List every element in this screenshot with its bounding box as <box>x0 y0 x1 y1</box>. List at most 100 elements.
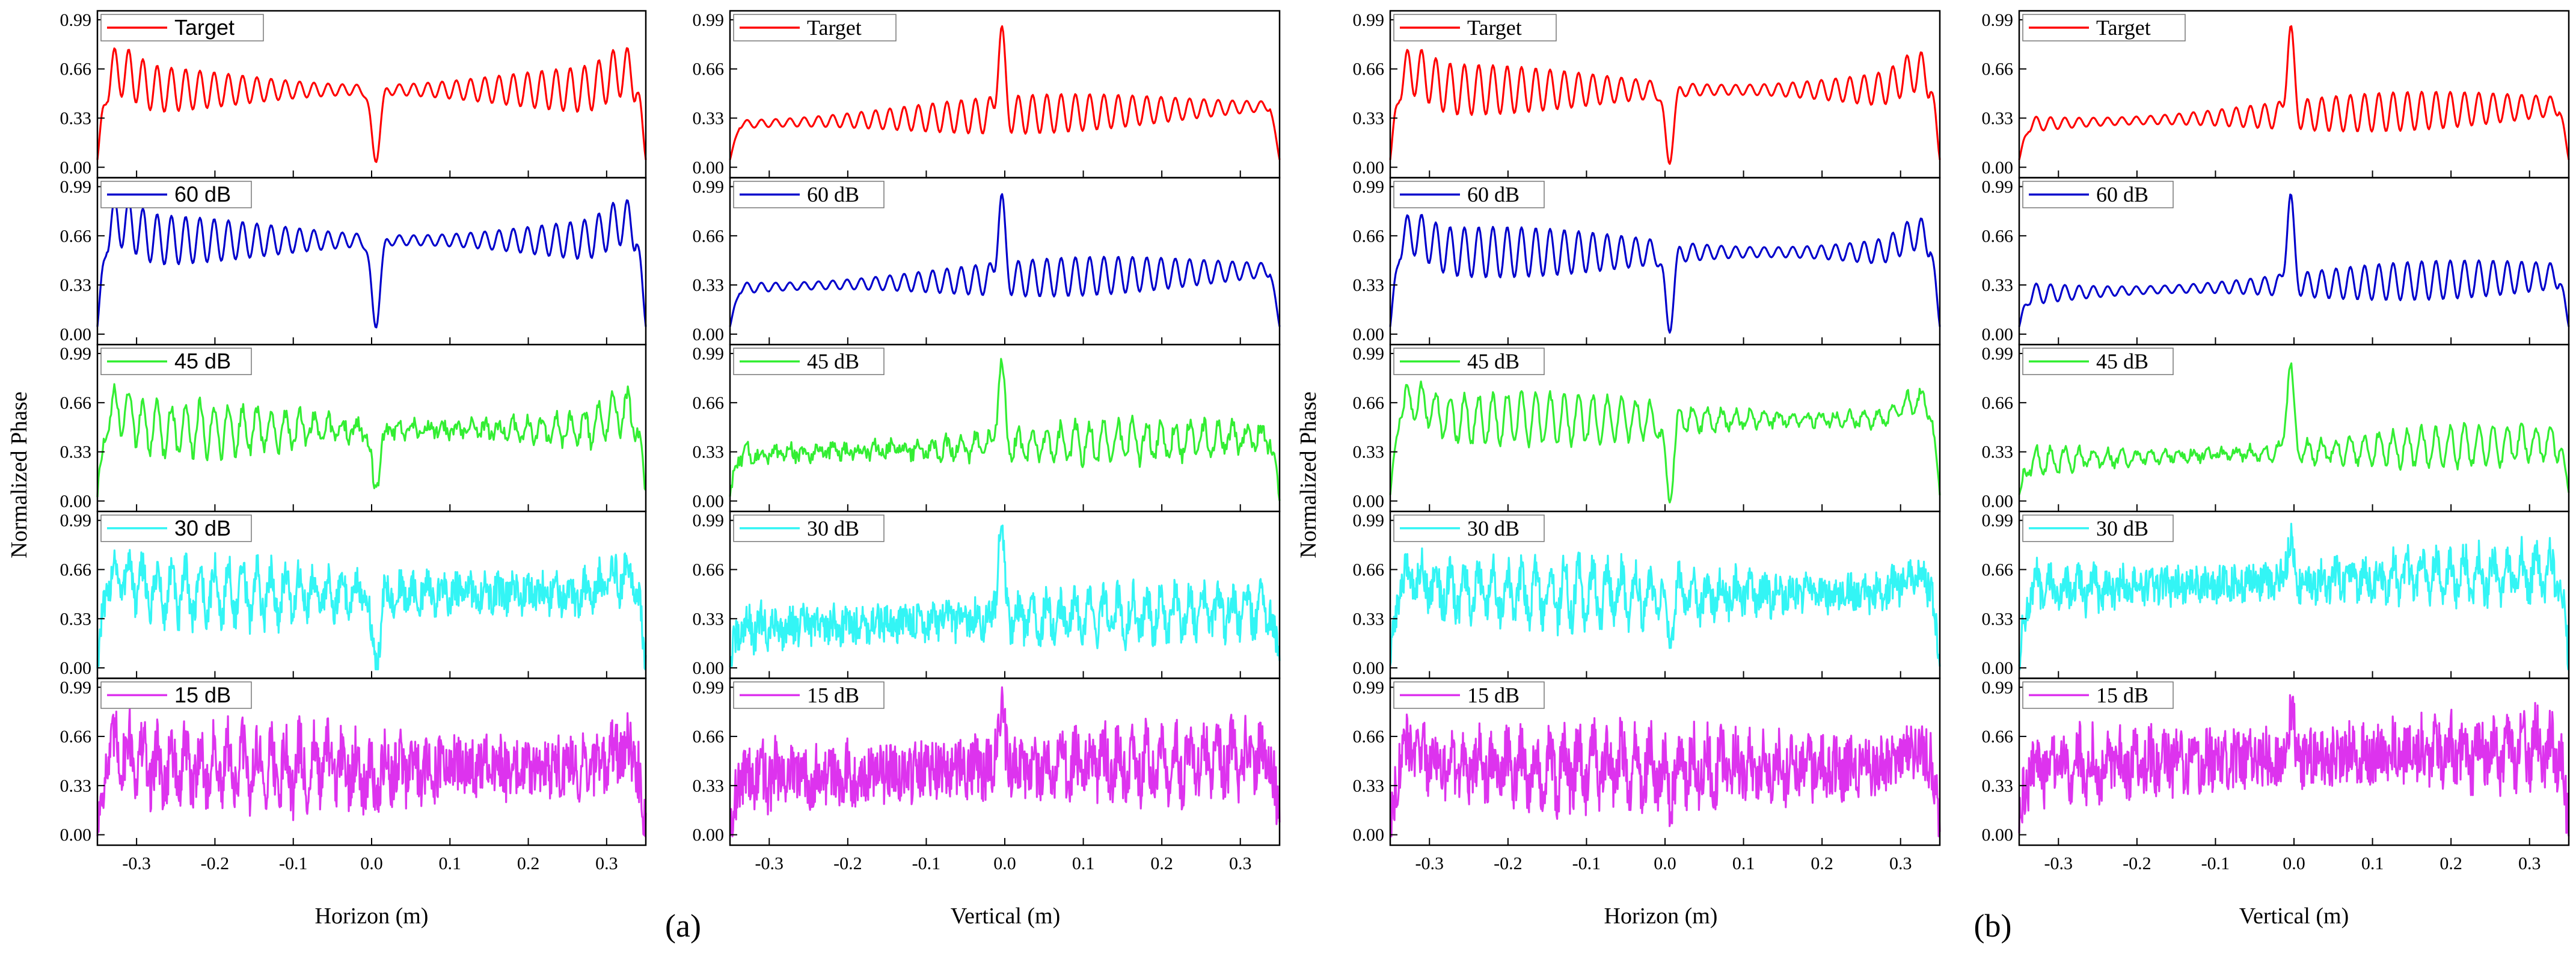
subplot-a-vertical-4: 0.00 0.33 0.66 0.99 -0.3 -0.2 -0.1 0.0 0.1 0.2 0.3… <box>693 677 1281 873</box>
x-tick-label: 0.0 <box>360 854 383 873</box>
y-tick-label: 0.66 <box>1982 560 2014 579</box>
series-line <box>96 707 647 837</box>
legend-label: Target <box>807 16 862 40</box>
legend-label: 45 dB <box>1467 349 1520 373</box>
legend-label: 30 dB <box>807 516 859 540</box>
y-tick-label: 0.00 <box>693 491 725 511</box>
legend-label: Target <box>2096 16 2151 40</box>
y-axis-title-a: Normalized Phase <box>7 391 32 558</box>
subplot-b-horizon-4: 0.00 0.33 0.66 0.99 -0.3 -0.2 -0.1 0.0 0.1 0.2 0.3… <box>1353 677 1941 873</box>
legend-label: Target <box>174 15 235 40</box>
y-tick-label: 0.00 <box>693 325 725 344</box>
x-tick-label: -0.3 <box>755 854 784 873</box>
series-line <box>2018 194 2570 327</box>
series-line <box>729 25 1281 161</box>
x-tick-label: 0.1 <box>439 854 462 873</box>
y-tick-label: 0.33 <box>693 442 725 462</box>
x-tick-label: -0.3 <box>122 854 151 873</box>
y-tick-label: 0.00 <box>1982 157 2014 177</box>
subplot-b-horizon-0: 0.00 0.33 0.66 0.99 Target <box>1353 10 1941 179</box>
subplot-a-horizon-4: 0.00 0.33 0.66 0.99 -0.3 -0.2 -0.1 0.0 0.1 0.2 0.3… <box>60 677 647 873</box>
y-tick-label: 0.66 <box>1982 727 2014 747</box>
legend-label: 30 dB <box>1467 516 1520 540</box>
y-tick-label: 0.33 <box>693 108 725 128</box>
y-tick-label: 0.66 <box>1353 560 1385 579</box>
y-tick-label: 0.99 <box>60 10 92 30</box>
y-tick-label: 0.66 <box>1982 226 2014 246</box>
series-line <box>729 686 1281 837</box>
y-tick-label: 0.66 <box>693 226 725 246</box>
y-tick-label: 0.66 <box>60 60 92 79</box>
subplot-b-vertical-0: 0.00 0.33 0.66 0.99 Target <box>1982 10 2570 179</box>
x-tick-label: -0.2 <box>2123 854 2151 873</box>
subplot-b-vertical-2: 0.00 0.33 0.66 0.99 45 dB <box>1982 343 2570 513</box>
y-tick-label: 0.66 <box>693 560 725 579</box>
y-tick-label: 0.00 <box>1353 157 1385 177</box>
x-tick-label: 0.3 <box>1889 854 1912 873</box>
y-tick-label: 0.33 <box>693 275 725 295</box>
y-tick-label: 0.00 <box>693 658 725 678</box>
x-axis-title-b-vertical: Vertical (m) <box>2239 903 2349 929</box>
legend-label: 15 dB <box>174 682 231 707</box>
y-tick-label: 0.99 <box>1353 344 1385 364</box>
x-tick-label: -0.2 <box>201 854 230 873</box>
y-tick-label: 0.66 <box>693 393 725 413</box>
x-tick-label: 0.2 <box>1811 854 1833 873</box>
y-tick-label: 0.33 <box>693 776 725 796</box>
legend-label: 60 dB <box>2096 183 2148 207</box>
y-tick-label: 0.33 <box>60 776 92 796</box>
y-tick-label: 0.66 <box>1353 226 1385 246</box>
legend-box <box>733 681 885 709</box>
y-tick-label: 0.33 <box>1353 108 1385 128</box>
y-tick-label: 0.33 <box>1353 275 1385 295</box>
y-tick-label: 0.00 <box>1982 325 2014 344</box>
y-tick-label: 0.00 <box>693 825 725 845</box>
x-tick-label: -0.1 <box>279 854 308 873</box>
plot-area: 0.00 0.33 0.66 0.99 Target 0.00 0.33 0.66 0.99 60… <box>60 10 2570 873</box>
y-tick-label: 0.66 <box>60 226 92 246</box>
legend-label: 60 dB <box>174 182 231 207</box>
y-tick-label: 0.00 <box>60 325 92 344</box>
x-tick-label: 0.0 <box>1654 854 1676 873</box>
x-tick-label: 0.0 <box>2283 854 2305 873</box>
subplot-b-horizon-3: 0.00 0.33 0.66 0.99 30 dB <box>1353 510 1941 679</box>
y-tick-label: 0.33 <box>693 609 725 629</box>
series-line <box>96 549 647 671</box>
y-tick-label: 0.00 <box>1353 325 1385 344</box>
y-tick-label: 0.99 <box>1353 177 1385 197</box>
series-line <box>729 524 1281 667</box>
y-tick-label: 0.00 <box>1353 658 1385 678</box>
x-tick-label: -0.3 <box>1415 854 1444 873</box>
series-line <box>729 358 1281 501</box>
x-tick-label: 0.1 <box>1072 854 1095 873</box>
legend-label: 15 dB <box>2096 683 2148 707</box>
y-tick-label: 0.33 <box>1353 609 1385 629</box>
x-tick-label: -0.1 <box>2201 854 2230 873</box>
subplot-a-vertical-0: 0.00 0.33 0.66 0.99 Target <box>693 10 1281 179</box>
series-line <box>1389 714 1941 837</box>
y-tick-label: 0.99 <box>1982 10 2014 30</box>
series-line <box>2018 522 2569 671</box>
y-tick-label: 0.66 <box>693 727 725 747</box>
y-tick-label: 0.99 <box>60 677 92 697</box>
series-line <box>1389 381 1941 504</box>
y-tick-label: 0.00 <box>1353 491 1385 511</box>
series-line <box>96 383 647 497</box>
y-tick-label: 0.33 <box>60 609 92 629</box>
x-tick-label: -0.2 <box>1494 854 1523 873</box>
y-tick-label: 0.00 <box>1982 491 2014 511</box>
y-tick-label: 0.33 <box>1982 442 2014 462</box>
series-line <box>2018 362 2570 495</box>
legend-label: 45 dB <box>807 349 859 373</box>
series-line <box>2018 25 2570 161</box>
subplot-a-vertical-2: 0.00 0.33 0.66 0.99 45 dB <box>693 343 1281 513</box>
y-tick-label: 0.99 <box>60 344 92 364</box>
x-tick-label: 0.1 <box>2361 854 2384 873</box>
series-line <box>1389 547 1941 667</box>
y-tick-label: 0.33 <box>1353 776 1385 796</box>
subplot-a-vertical-3: 0.00 0.33 0.66 0.99 30 dB <box>693 510 1281 679</box>
x-tick-label: 0.0 <box>993 854 1016 873</box>
x-axis-title-a-horizon: Horizon (m) <box>315 903 429 929</box>
